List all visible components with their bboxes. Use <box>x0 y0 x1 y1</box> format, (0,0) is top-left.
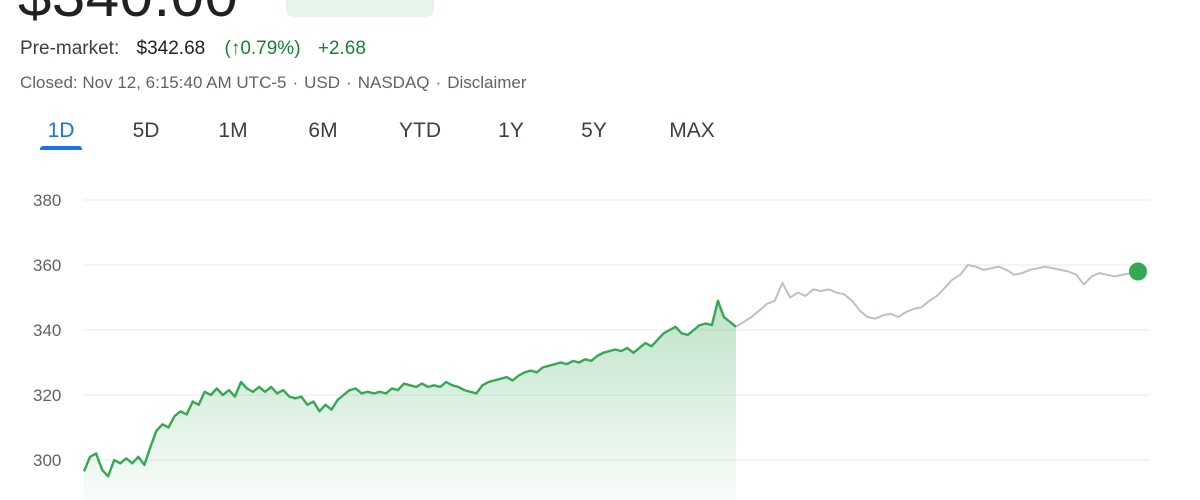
tab-ytd[interactable]: YTD <box>399 119 441 142</box>
y-tick-label: 300 <box>33 451 61 470</box>
tab-max[interactable]: MAX <box>669 119 715 142</box>
extended-hours-line <box>735 264 1139 328</box>
active-tab-indicator <box>40 146 82 150</box>
current-price: $340.00 <box>18 0 238 26</box>
regular-session-line <box>82 299 737 478</box>
premarket-row: Pre-market: $342.68 (↑0.79%) +2.68 <box>20 37 366 61</box>
disclaimer-link[interactable]: Disclaimer <box>447 73 527 92</box>
change-value <box>470 0 620 5</box>
premarket-label: Pre-market: <box>20 38 120 59</box>
separator: · <box>346 73 352 92</box>
y-tick-label: 380 <box>33 191 61 210</box>
y-tick-label: 340 <box>33 321 61 340</box>
market-status-row: Closed: Nov 12, 6:15:40 AM UTC-5 · USD · NAS… <box>20 72 527 94</box>
currency: USD <box>304 73 341 92</box>
separator: · <box>435 73 442 92</box>
tab-1m[interactable]: 1M <box>218 119 248 142</box>
regular-session-area <box>84 300 736 500</box>
y-tick-label: 360 <box>33 256 61 275</box>
closed-time: Closed: Nov 12, 6:15:40 AM UTC-5 <box>20 73 287 92</box>
exchange: NASDAQ <box>357 73 430 92</box>
change-badge <box>286 0 434 17</box>
premarket-percent: (↑0.79%) <box>224 38 301 59</box>
separator: · <box>292 73 299 92</box>
tab-5d[interactable]: 5D <box>132 119 160 142</box>
y-tick-label: 320 <box>33 386 61 405</box>
y-axis-ticks: 380 360 340 320 300 <box>33 191 61 470</box>
premarket-change: +2.68 <box>317 38 366 59</box>
latest-price-dot <box>1129 262 1147 281</box>
tab-6m[interactable]: 6M <box>308 119 338 142</box>
range-tabs: 1D 5D 1M 6M YTD 1Y 5Y MAX <box>0 112 800 156</box>
tab-1y[interactable]: 1Y <box>498 119 524 142</box>
premarket-price: $342.68 <box>136 38 206 59</box>
tab-5y[interactable]: 5Y <box>581 119 607 142</box>
tab-1d[interactable]: 1D <box>47 119 75 142</box>
